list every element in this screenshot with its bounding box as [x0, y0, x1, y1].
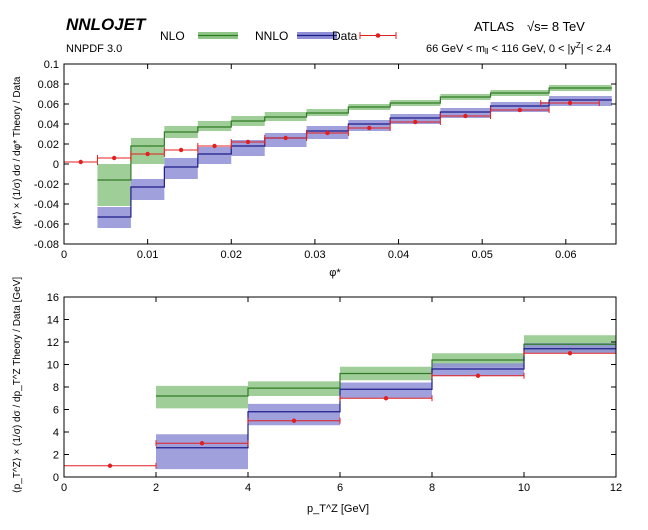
ytick-label-0-1: -0.06	[34, 219, 59, 231]
band-nnlo-0-8	[348, 120, 391, 131]
data-point-0-3	[178, 147, 184, 153]
ytick-label-0-9: 0.1	[44, 59, 59, 71]
cuts-b: < 116 GeV, 0 < |y	[489, 43, 577, 55]
cuts-label: 66 GeV < mll < 116 GeV, 0 < |yZ| < 2.4	[426, 41, 611, 56]
ytick-label-0-4: 0	[53, 159, 59, 171]
data-point-1-3	[383, 396, 389, 401]
data-point-0-12	[567, 100, 573, 106]
band-nnlo-0-2	[130, 179, 165, 200]
xtick-label-0-6: 0.06	[555, 249, 576, 261]
xtick-label-1-6: 12	[610, 482, 622, 494]
band-nnlo-0-11	[490, 102, 550, 112]
data-point-0-5	[245, 139, 251, 145]
ytick-label-1-0: 0	[53, 472, 59, 484]
data-point-0-4	[212, 143, 217, 149]
line-nnlo-1	[156, 348, 616, 449]
legend-label-data: Data	[332, 29, 358, 43]
legend: NLO NNLO Data	[160, 29, 397, 43]
band-nnlo-0-12	[549, 96, 612, 106]
panel-ptz: 0 2 4 6 8 10 12 0 2 4 6 8 10 12 14 16	[47, 292, 622, 494]
xtick-label-1-1: 2	[153, 482, 159, 494]
panel-phistar: 0 0.01 0.02 0.03 0.04 0.05 0.06 -0.08 -0.06 -0.04…	[34, 59, 617, 261]
legend-label-nlo: NLO	[160, 29, 185, 43]
data-point-1-4	[475, 373, 481, 378]
ytick-label-1-2: 4	[53, 427, 59, 439]
band-nlo-0-1	[97, 164, 131, 206]
experiment-label: ATLAS	[474, 19, 515, 34]
xtick-label-1-0: 0	[61, 482, 67, 494]
data-point-0-2	[145, 151, 150, 157]
band-nnlo-0-3	[164, 158, 198, 179]
ytick-label-0-0: -0.08	[34, 239, 59, 251]
ytick-label-0-2: -0.04	[34, 199, 59, 211]
band-nlo-0-2	[130, 138, 165, 164]
legend-marker-data	[375, 33, 381, 38]
band-nnlo-0-5	[231, 140, 265, 156]
pdf-label: NNPDF 3.0	[66, 43, 122, 55]
ytick-label-1-8: 16	[47, 292, 59, 304]
ytick-label-1-6: 12	[47, 337, 59, 349]
ytick-label-0-8: 0.08	[38, 79, 59, 91]
xtick-label-1-5: 10	[518, 482, 530, 494]
xtick-label-1-4: 8	[429, 482, 435, 494]
xlabel-phistar: φ*	[329, 267, 341, 279]
ylabel-ptz: ⟨p_T^Z⟩ × (1/σ) dσ / dp_T^Z Theory / Dat…	[12, 277, 23, 494]
cuts-a-sub: ll	[485, 47, 489, 56]
band-nnlo-0-10	[440, 108, 491, 118]
ytick-label-1-7: 14	[47, 315, 59, 327]
band-nnlo-0-9	[390, 114, 441, 124]
data-point-1-2	[291, 418, 297, 423]
data-point-0-8	[367, 125, 372, 131]
data-point-0-6	[283, 135, 288, 141]
ytick-label-0-5: 0.02	[38, 139, 59, 151]
xtick-label-1-3: 6	[337, 482, 343, 494]
sqrts-prefix: √s	[527, 19, 541, 34]
xtick-label-0-2: 0.02	[221, 249, 242, 261]
data-point-0-0	[78, 159, 83, 165]
legend-label-nnlo: NNLO	[255, 29, 288, 43]
ytick-label-0-3: -0.02	[34, 179, 59, 191]
xtick-label-0-3: 0.03	[304, 249, 325, 261]
band-nlo-0-4	[197, 121, 232, 131]
band-nnlo-1-1	[156, 434, 248, 470]
cuts-c: | < 2.4	[581, 43, 612, 55]
ytick-label-1-4: 8	[53, 382, 59, 394]
cuts-a: 66 GeV < m	[426, 43, 485, 55]
xtick-label-0-5: 0.05	[471, 249, 492, 261]
data-point-0-9	[413, 119, 418, 125]
ytick-label-1-3: 6	[53, 405, 59, 417]
band-nlo-1-1	[156, 385, 248, 409]
data-point-1-5	[567, 351, 573, 356]
xlabel-ptz: p_T^Z [GeV]	[307, 503, 369, 515]
ytick-label-1-5: 10	[47, 360, 59, 372]
xtick-label-0-0: 0	[61, 249, 67, 261]
data-point-1-1	[199, 441, 205, 446]
sqrts-value: = 8 TeV	[541, 19, 586, 34]
ytick-label-0-6: 0.04	[38, 119, 59, 131]
sqrts-label: √s= 8 TeV	[527, 19, 585, 34]
band-nnlo-1-3	[340, 382, 432, 399]
band-nnlo-0-4	[197, 147, 232, 164]
data-point-0-10	[463, 113, 468, 119]
ytick-label-0-7: 0.06	[38, 99, 59, 111]
xtick-label-1-2: 4	[245, 482, 251, 494]
line-nlo-0	[97, 87, 612, 181]
plot-frame-0	[63, 63, 617, 245]
cuts-b-sup: Z	[576, 41, 581, 50]
band-nnlo-1-2	[248, 403, 340, 426]
data-point-0-11	[517, 107, 523, 113]
data-point-0-1	[111, 155, 117, 161]
brand-label: NNLOJET	[66, 15, 147, 34]
xtick-label-0-4: 0.04	[388, 249, 409, 261]
data-point-0-7	[325, 130, 330, 136]
ytick-label-1-1: 2	[53, 450, 59, 462]
xtick-label-0-1: 0.01	[137, 249, 158, 261]
data-point-1-0	[107, 463, 113, 468]
ylabel-phistar: ⟨φ*⟩ × (1/σ) dσ / dφ* Theory / Data	[12, 76, 23, 229]
